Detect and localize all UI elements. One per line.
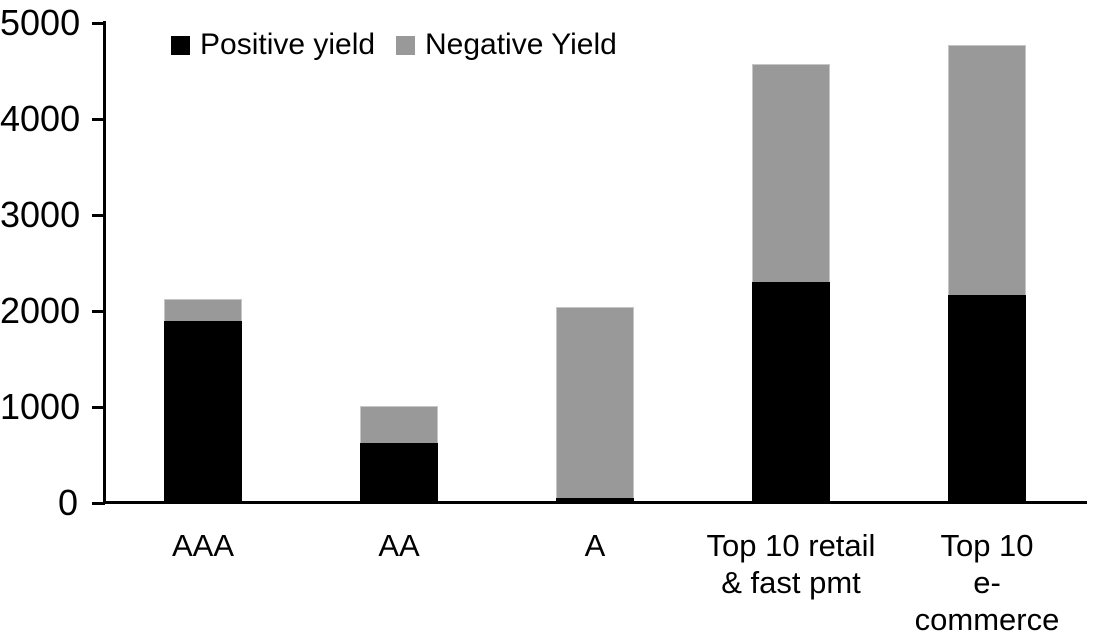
x-tick-label: AA xyxy=(378,528,420,563)
legend-label-positive-yield: Positive yield xyxy=(200,28,376,61)
bar-segment-negative xyxy=(164,298,242,321)
x-tick-label: AAA xyxy=(171,528,235,563)
x-tick-label: Top 10 retail & fast pmt xyxy=(706,528,876,600)
y-tick-label: 0 xyxy=(57,482,78,523)
legend-item-negative-yield: Negative Yield xyxy=(396,26,617,64)
legend-label-negative-yield: Negative Yield xyxy=(425,28,617,61)
bar-segment-negative xyxy=(752,64,830,283)
bar-segment-positive xyxy=(556,498,634,503)
bar-segment-positive xyxy=(948,294,1026,503)
y-axis-tick xyxy=(92,406,105,409)
y-axis-tick xyxy=(92,502,105,505)
bar-segment-negative xyxy=(948,45,1026,295)
legend-swatch-positive-yield-icon xyxy=(171,35,190,55)
y-tick-label: 5000 xyxy=(0,2,81,43)
y-axis-tick xyxy=(92,214,105,217)
y-axis-tick xyxy=(92,310,105,313)
legend-item-positive-yield: Positive yield xyxy=(171,26,375,64)
y-tick-label: 3000 xyxy=(0,194,81,235)
y-tick-label: 2000 xyxy=(0,290,81,331)
y-tick-label: 4000 xyxy=(0,98,81,139)
bar-segment-negative xyxy=(360,406,438,443)
y-axis-tick xyxy=(92,118,105,121)
bar-segment-positive xyxy=(752,282,830,503)
x-tick-label: A xyxy=(584,528,606,563)
y-tick-label: 1000 xyxy=(0,386,81,427)
bar-segment-negative xyxy=(556,307,634,499)
bar-segment-positive xyxy=(360,442,438,503)
y-axis-line xyxy=(103,21,106,503)
legend-swatch-negative-yield-icon xyxy=(396,35,415,55)
x-tick-label: Top 10 e-commerce xyxy=(914,528,1060,637)
y-axis-tick xyxy=(92,22,105,25)
bar-segment-positive xyxy=(164,320,242,503)
